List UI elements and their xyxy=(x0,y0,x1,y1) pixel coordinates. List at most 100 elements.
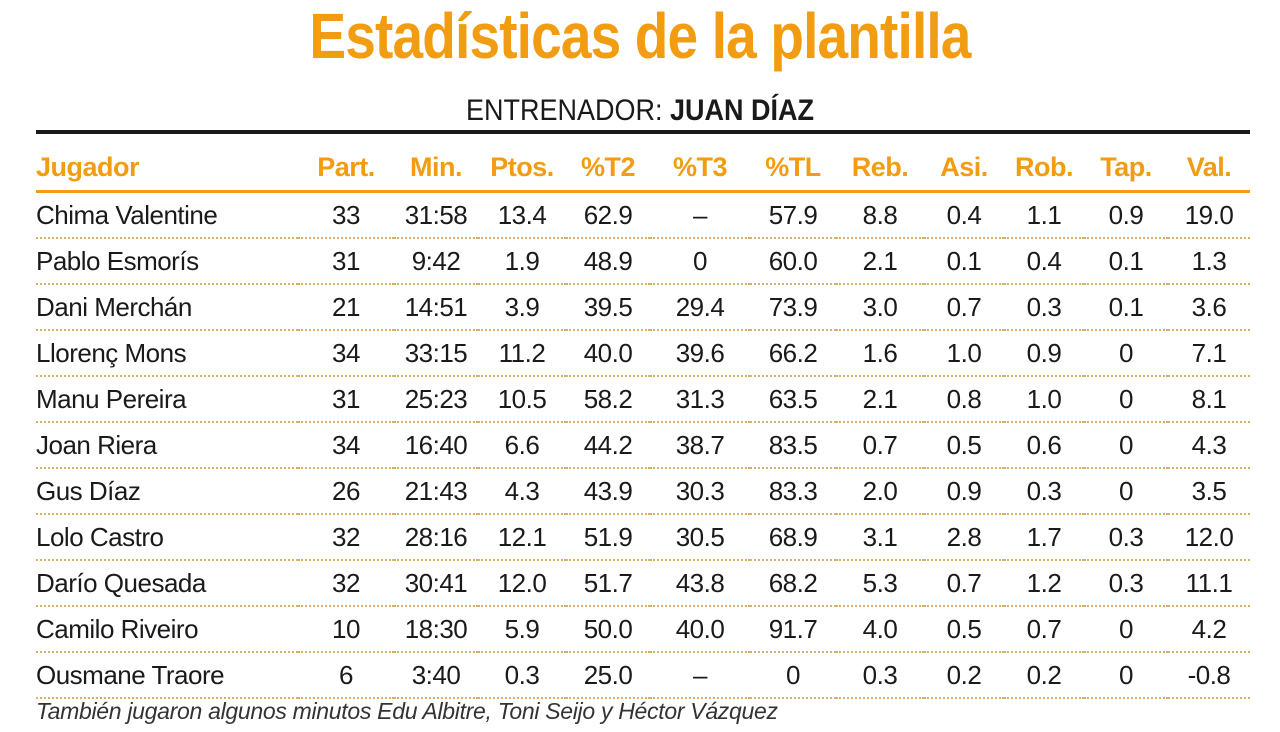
cell-player: Lolo Castro xyxy=(36,514,298,561)
column-header-assists: Asi. xyxy=(924,144,1004,193)
cell-points: 10.5 xyxy=(478,376,566,423)
cell-blocks: 0.1 xyxy=(1084,238,1168,285)
cell-assists: 0.7 xyxy=(924,284,1004,331)
cell-steals: 0.9 xyxy=(1004,330,1084,377)
table-row: Camilo Riveiro 10 18:30 5.9 50.0 40.0 91.7 4.0 0… xyxy=(36,606,1250,653)
cell-rating: 8.1 xyxy=(1168,376,1250,423)
cell-ft-pct: 68.2 xyxy=(750,560,836,607)
column-header-games: Part. xyxy=(298,144,394,193)
cell-minutes: 9:42 xyxy=(394,238,478,285)
cell-points: 12.1 xyxy=(478,514,566,561)
cell-rebounds: 5.3 xyxy=(836,560,924,607)
cell-assists: 0.8 xyxy=(924,376,1004,423)
cell-steals: 0.7 xyxy=(1004,606,1084,653)
cell-rebounds: 2.1 xyxy=(836,238,924,285)
cell-player: Dani Merchán xyxy=(36,284,298,331)
cell-t3-pct: 31.3 xyxy=(650,376,750,423)
table-row: Ousmane Traore 6 3:40 0.3 25.0–0 0.3 0.2 0.2 0 -0… xyxy=(36,652,1250,699)
cell-rating: 11.1 xyxy=(1168,560,1250,607)
cell-rating: 7.1 xyxy=(1168,330,1250,377)
cell-player: Chima Valentine xyxy=(36,191,298,239)
table-row: Gus Díaz 26 21:43 4.3 43.9 30.3 83.3 2.0 0.9 0.3 0… xyxy=(36,468,1250,515)
cell-blocks: 0 xyxy=(1084,330,1168,377)
cell-assists: 0.5 xyxy=(924,606,1004,653)
cell-blocks: 0.1 xyxy=(1084,284,1168,331)
cell-t3-pct: 30.5 xyxy=(650,514,750,561)
cell-steals: 0.6 xyxy=(1004,422,1084,469)
cell-minutes: 33:15 xyxy=(394,330,478,377)
table-row: Pablo Esmorís 31 9:42 1.9 48.9 0 60.0 2.1 0.1 0.4… xyxy=(36,238,1250,285)
column-header-t2-pct: %T2 xyxy=(566,144,650,193)
cell-games: 34 xyxy=(298,330,394,377)
cell-assists: 0.2 xyxy=(924,652,1004,699)
cell-steals: 1.7 xyxy=(1004,514,1084,561)
table-row: Darío Quesada 32 30:41 12.0 51.7 43.8 68.2 5.3 0… xyxy=(36,560,1250,607)
cell-points: 11.2 xyxy=(478,330,566,377)
cell-ft-pct: 66.2 xyxy=(750,330,836,377)
cell-minutes: 3:40 xyxy=(394,652,478,699)
cell-minutes: 31:58 xyxy=(394,191,478,239)
cell-ft-pct: 91.7 xyxy=(750,606,836,653)
cell-rating: 12.0 xyxy=(1168,514,1250,561)
cell-t3-pct: 43.8 xyxy=(650,560,750,607)
cell-minutes: 28:16 xyxy=(394,514,478,561)
stats-table: Jugador Part. Min. Ptos. %T2 %T3 %TL Reb. Asi. Ro… xyxy=(36,144,1250,699)
cell-games: 33 xyxy=(298,191,394,239)
cell-t2-pct: 51.7 xyxy=(566,560,650,607)
cell-ft-pct: 0 xyxy=(750,652,836,699)
cell-t2-pct: 43.9 xyxy=(566,468,650,515)
cell-steals: 0.3 xyxy=(1004,284,1084,331)
cell-blocks: 0 xyxy=(1084,468,1168,515)
cell-rebounds: 8.8 xyxy=(836,191,924,239)
cell-assists: 0.9 xyxy=(924,468,1004,515)
table-row: Joan Riera 34 16:40 6.6 44.2 38.7 83.5 0.7 0.5 0.… xyxy=(36,422,1250,469)
cell-rating: 3.6 xyxy=(1168,284,1250,331)
cell-points: 0.3 xyxy=(478,652,566,699)
column-header-player: Jugador xyxy=(36,144,298,193)
cell-rebounds: 3.0 xyxy=(836,284,924,331)
cell-ft-pct: 83.5 xyxy=(750,422,836,469)
table-body: Chima Valentine 33 31:58 13.4 62.9–57.9 8.8 0.… xyxy=(36,191,1250,699)
cell-t3-pct: – xyxy=(650,652,750,699)
column-header-minutes: Min. xyxy=(394,144,478,193)
column-header-ft-pct: %TL xyxy=(750,144,836,193)
coach-line: ENTRENADOR: JUAN DÍAZ xyxy=(64,92,1216,130)
cell-games: 6 xyxy=(298,652,394,699)
cell-player: Llorenç Mons xyxy=(36,330,298,377)
cell-steals: 0.2 xyxy=(1004,652,1084,699)
cell-games: 31 xyxy=(298,238,394,285)
page-title: Estadísticas de la plantilla xyxy=(309,0,971,72)
table-row: Dani Merchán 21 14:51 3.9 39.5 29.4 73.9 3.0 0.7… xyxy=(36,284,1250,331)
coach-label: ENTRENADOR: xyxy=(465,94,663,127)
cell-player: Pablo Esmorís xyxy=(36,238,298,285)
cell-rating: 4.3 xyxy=(1168,422,1250,469)
cell-steals: 1.2 xyxy=(1004,560,1084,607)
cell-games: 26 xyxy=(298,468,394,515)
cell-rating: 4.2 xyxy=(1168,606,1250,653)
cell-points: 12.0 xyxy=(478,560,566,607)
cell-rating: 3.5 xyxy=(1168,468,1250,515)
cell-t3-pct: 29.4 xyxy=(650,284,750,331)
coach-name: JUAN DÍAZ xyxy=(670,94,815,127)
cell-steals: 0.4 xyxy=(1004,238,1084,285)
cell-points: 4.3 xyxy=(478,468,566,515)
cell-rating: -0.8 xyxy=(1168,652,1250,699)
cell-games: 34 xyxy=(298,422,394,469)
column-header-steals: Rob. xyxy=(1004,144,1084,193)
cell-t3-pct: 0 xyxy=(650,238,750,285)
cell-games: 31 xyxy=(298,376,394,423)
column-header-points: Ptos. xyxy=(478,144,566,193)
footnote: También jugaron algunos minutos Edu Albi… xyxy=(36,698,778,724)
cell-ft-pct: 73.9 xyxy=(750,284,836,331)
cell-t2-pct: 44.2 xyxy=(566,422,650,469)
cell-rebounds: 0.3 xyxy=(836,652,924,699)
cell-steals: 0.3 xyxy=(1004,468,1084,515)
cell-t2-pct: 50.0 xyxy=(566,606,650,653)
cell-player: Ousmane Traore xyxy=(36,652,298,699)
column-header-blocks: Tap. xyxy=(1084,144,1168,193)
cell-ft-pct: 60.0 xyxy=(750,238,836,285)
cell-t2-pct: 58.2 xyxy=(566,376,650,423)
cell-t3-pct: 39.6 xyxy=(650,330,750,377)
cell-t2-pct: 25.0 xyxy=(566,652,650,699)
cell-player: Gus Díaz xyxy=(36,468,298,515)
